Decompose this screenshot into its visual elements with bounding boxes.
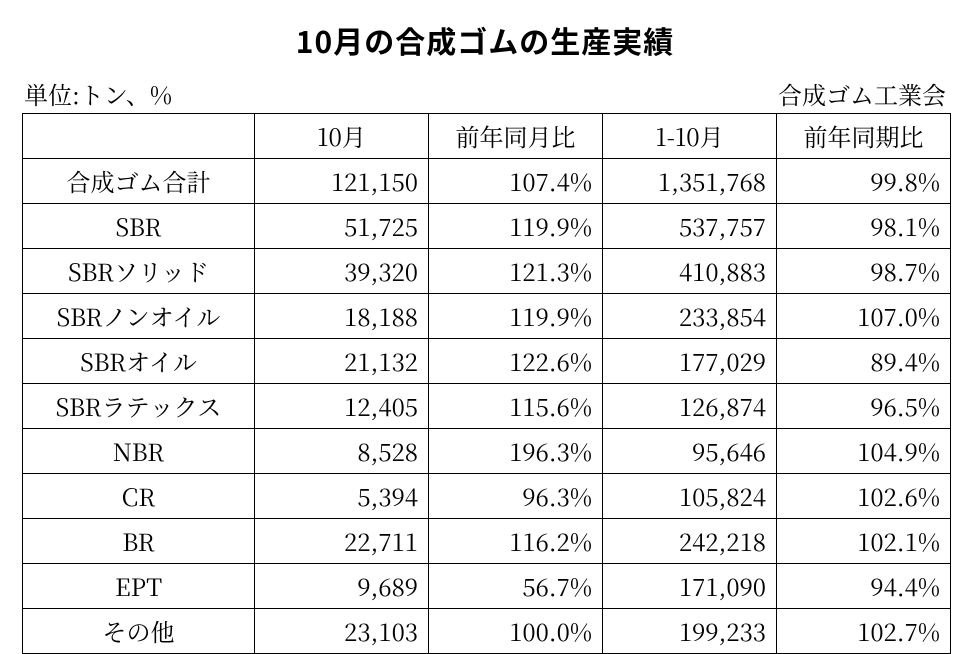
cell-yoy-m: 116.2% — [429, 519, 603, 564]
cell-yoy-y: 102.1% — [777, 519, 951, 564]
table-row: BR 22,711 116.2% 242,218 102.1% — [23, 519, 951, 564]
table-row: SBR 51,725 119.9% 537,757 98.1% — [23, 204, 951, 249]
cell-yoy-y: 107.0% — [777, 294, 951, 339]
row-label: SBRノンオイル — [23, 294, 255, 339]
cell-yoy-y: 98.7% — [777, 249, 951, 294]
cell-yoy-y: 98.1% — [777, 204, 951, 249]
cell-yoy-m: 196.3% — [429, 429, 603, 474]
table-body: 合成ゴム合計 121,150 107.4% 1,351,768 99.8% SB… — [23, 159, 951, 654]
table-row: CR 5,394 96.3% 105,824 102.6% — [23, 474, 951, 519]
row-label: 合成ゴム合計 — [23, 159, 255, 204]
cell-oct: 121,150 — [255, 159, 429, 204]
cell-yoy-y: 89.4% — [777, 339, 951, 384]
source-label: 合成ゴム工業会 — [778, 76, 946, 111]
production-table: 10月 前年同月比 1-10月 前年同期比 合成ゴム合計 121,150 107… — [22, 113, 951, 654]
cell-yoy-m: 115.6% — [429, 384, 603, 429]
table-row: SBRノンオイル 18,188 119.9% 233,854 107.0% — [23, 294, 951, 339]
cell-oct: 9,689 — [255, 564, 429, 609]
table-row: NBR 8,528 196.3% 95,646 104.9% — [23, 429, 951, 474]
cell-oct: 12,405 — [255, 384, 429, 429]
table-row: その他 23,103 100.0% 199,233 102.7% — [23, 609, 951, 654]
row-label: SBRソリッド — [23, 249, 255, 294]
cell-ytd: 171,090 — [603, 564, 777, 609]
cell-ytd: 242,218 — [603, 519, 777, 564]
col-yoy-m: 前年同月比 — [429, 114, 603, 159]
cell-oct: 18,188 — [255, 294, 429, 339]
cell-oct: 5,394 — [255, 474, 429, 519]
row-label: SBR — [23, 204, 255, 249]
table-row: EPT 9,689 56.7% 171,090 94.4% — [23, 564, 951, 609]
cell-ytd: 95,646 — [603, 429, 777, 474]
cell-yoy-m: 121.3% — [429, 249, 603, 294]
table-head: 10月 前年同月比 1-10月 前年同期比 — [23, 114, 951, 159]
cell-yoy-y: 99.8% — [777, 159, 951, 204]
cell-yoy-y: 94.4% — [777, 564, 951, 609]
cell-ytd: 233,854 — [603, 294, 777, 339]
cell-yoy-m: 96.3% — [429, 474, 603, 519]
cell-ytd: 410,883 — [603, 249, 777, 294]
table-row: SBRオイル 21,132 122.6% 177,029 89.4% — [23, 339, 951, 384]
cell-oct: 51,725 — [255, 204, 429, 249]
cell-ytd: 1,351,768 — [603, 159, 777, 204]
table-row: 合成ゴム合計 121,150 107.4% 1,351,768 99.8% — [23, 159, 951, 204]
unit-label: 単位:トン、% — [24, 76, 172, 111]
cell-yoy-y: 96.5% — [777, 384, 951, 429]
cell-yoy-m: 119.9% — [429, 294, 603, 339]
col-ytd: 1-10月 — [603, 114, 777, 159]
cell-yoy-m: 100.0% — [429, 609, 603, 654]
row-label: その他 — [23, 609, 255, 654]
row-label: SBRラテックス — [23, 384, 255, 429]
page-title: 10月の合成ゴムの生産実績 — [22, 18, 948, 62]
row-label: CR — [23, 474, 255, 519]
cell-ytd: 537,757 — [603, 204, 777, 249]
page-root: 10月の合成ゴムの生産実績 単位:トン、% 合成ゴム工業会 10月 前年同月比 … — [0, 0, 970, 653]
cell-ytd: 177,029 — [603, 339, 777, 384]
cell-ytd: 126,874 — [603, 384, 777, 429]
cell-oct: 39,320 — [255, 249, 429, 294]
cell-yoy-m: 107.4% — [429, 159, 603, 204]
cell-yoy-m: 122.6% — [429, 339, 603, 384]
row-label: EPT — [23, 564, 255, 609]
cell-ytd: 105,824 — [603, 474, 777, 519]
col-blank — [23, 114, 255, 159]
col-yoy-y: 前年同期比 — [777, 114, 951, 159]
table-row: SBRラテックス 12,405 115.6% 126,874 96.5% — [23, 384, 951, 429]
table-header-row: 10月 前年同月比 1-10月 前年同期比 — [23, 114, 951, 159]
cell-yoy-y: 104.9% — [777, 429, 951, 474]
cell-yoy-m: 119.9% — [429, 204, 603, 249]
table-row: SBRソリッド 39,320 121.3% 410,883 98.7% — [23, 249, 951, 294]
cell-yoy-y: 102.7% — [777, 609, 951, 654]
row-label: NBR — [23, 429, 255, 474]
cell-oct: 22,711 — [255, 519, 429, 564]
row-label: SBRオイル — [23, 339, 255, 384]
cell-oct: 8,528 — [255, 429, 429, 474]
cell-yoy-m: 56.7% — [429, 564, 603, 609]
cell-yoy-y: 102.6% — [777, 474, 951, 519]
meta-row: 単位:トン、% 合成ゴム工業会 — [22, 76, 948, 111]
col-oct: 10月 — [255, 114, 429, 159]
cell-oct: 21,132 — [255, 339, 429, 384]
cell-ytd: 199,233 — [603, 609, 777, 654]
cell-oct: 23,103 — [255, 609, 429, 654]
row-label: BR — [23, 519, 255, 564]
